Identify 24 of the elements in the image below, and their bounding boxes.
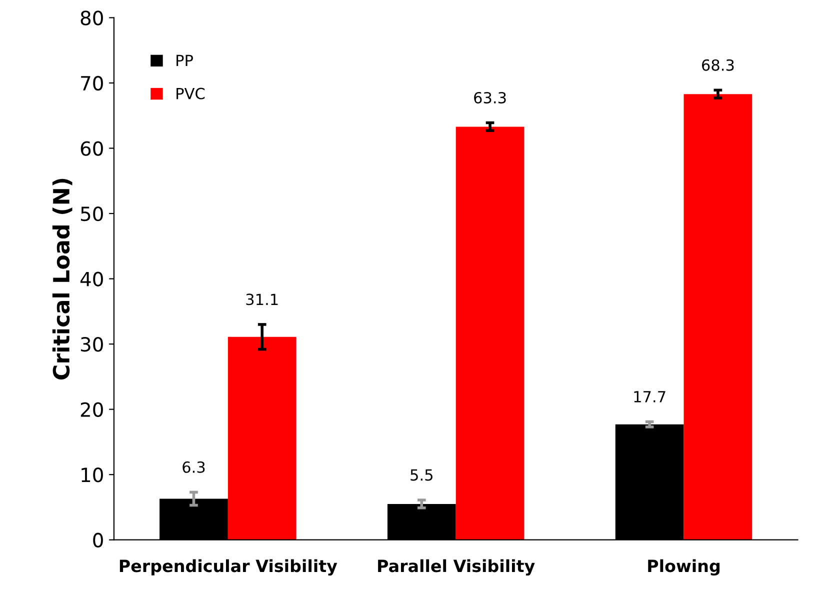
- bar: [456, 126, 524, 540]
- y-tick-label: 40: [80, 272, 103, 286]
- x-tick-label: Plowing: [648, 559, 720, 576]
- y-tick-label: 20: [80, 402, 103, 417]
- x-tick-label: Perpendicular Visibility: [120, 559, 338, 576]
- x-tick-label: Parallel Visibility: [378, 559, 535, 576]
- legend-label: PP: [176, 54, 193, 66]
- data-label: 6.3: [182, 461, 205, 473]
- y-tick-label: 70: [81, 76, 103, 91]
- bar: [684, 94, 752, 540]
- data-label: 63.3: [474, 92, 506, 104]
- data-label: 17.7: [634, 391, 666, 402]
- y-tick-label: 30: [80, 337, 103, 352]
- y-tick-label: 80: [80, 10, 103, 26]
- data-label: 5.5: [410, 469, 432, 481]
- data-label: 68.3: [702, 59, 734, 71]
- y-tick-label: 10: [82, 468, 103, 482]
- y-tick-label: 50: [80, 206, 103, 222]
- data-label: 31.1: [246, 294, 278, 306]
- bar: [228, 336, 296, 540]
- y-tick-label: 60: [80, 141, 103, 156]
- y-tick-label: 0: [93, 532, 103, 548]
- legend-label: PVC: [176, 88, 205, 100]
- y-axis-title: Critical Load (N): [52, 178, 72, 380]
